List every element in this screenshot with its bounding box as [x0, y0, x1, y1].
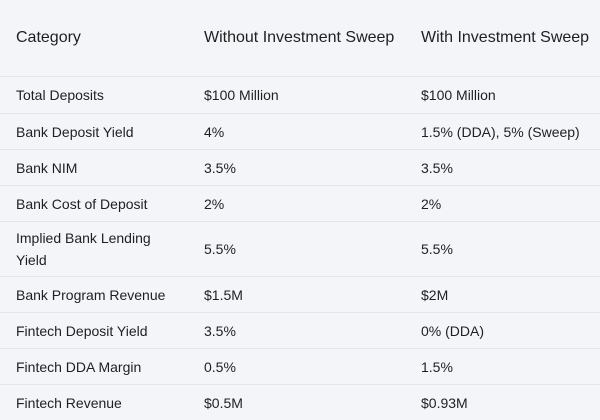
- header-without-sweep: Without Investment Sweep: [204, 29, 395, 46]
- row-category: Total Deposits: [16, 87, 104, 103]
- row-without-sweep: 3.5%: [204, 159, 236, 176]
- table-header-row: Category Without Investment Sweep With I…: [0, 0, 600, 77]
- row-with-sweep: 3.5%: [421, 159, 453, 176]
- row-without-sweep: 5.5%: [204, 241, 236, 257]
- row-category: Implied Bank Lending Yield: [16, 230, 151, 268]
- row-without-sweep: 0.5%: [204, 358, 236, 375]
- row-without-sweep: 3.5%: [204, 322, 236, 339]
- table-row: Implied Bank Lending Yield 5.5% 5.5%: [0, 222, 600, 277]
- row-category: Bank Program Revenue: [16, 286, 166, 303]
- table-row: Total Deposits $100 Million $100 Million: [0, 77, 600, 114]
- row-without-sweep: $100 Million: [204, 87, 279, 103]
- table-row: Fintech DDA Margin 0.5% 1.5%: [0, 349, 600, 385]
- header-with-sweep: With Investment Sweep: [421, 29, 590, 46]
- row-without-sweep: 4%: [204, 123, 225, 140]
- row-category: Bank Deposit Yield: [16, 123, 134, 140]
- row-with-sweep: $2M: [421, 286, 449, 303]
- row-without-sweep: $1.5M: [204, 286, 243, 303]
- table-row: Bank Deposit Yield 4% 1.5% (DDA), 5% (Sw…: [0, 114, 600, 150]
- table-row: Fintech Deposit Yield 3.5% 0% (DDA): [0, 313, 600, 349]
- row-with-sweep: $100 Million: [421, 87, 496, 103]
- row-with-sweep: 1.5% (DDA), 5% (Sweep): [421, 123, 580, 140]
- row-category: Bank Cost of Deposit: [16, 195, 148, 212]
- row-category: Bank NIM: [16, 159, 78, 176]
- header-category: Category: [16, 29, 81, 46]
- row-category: Fintech DDA Margin: [16, 358, 142, 375]
- row-category: Fintech Revenue: [16, 394, 122, 411]
- row-without-sweep: $0.5M: [204, 394, 243, 411]
- row-with-sweep: 0% (DDA): [421, 322, 485, 339]
- row-with-sweep: 2%: [421, 195, 442, 212]
- row-without-sweep: 2%: [204, 195, 225, 212]
- table-row: Bank Program Revenue $1.5M $2M: [0, 277, 600, 313]
- table-row: Fintech Revenue $0.5M $0.93M: [0, 385, 600, 420]
- row-with-sweep: 1.5%: [421, 358, 453, 375]
- row-category: Fintech Deposit Yield: [16, 322, 148, 339]
- row-with-sweep: $0.93M: [421, 394, 468, 411]
- row-with-sweep: 5.5%: [421, 241, 453, 257]
- table-row: Bank Cost of Deposit 2% 2%: [0, 186, 600, 222]
- table-row: Bank NIM 3.5% 3.5%: [0, 150, 600, 186]
